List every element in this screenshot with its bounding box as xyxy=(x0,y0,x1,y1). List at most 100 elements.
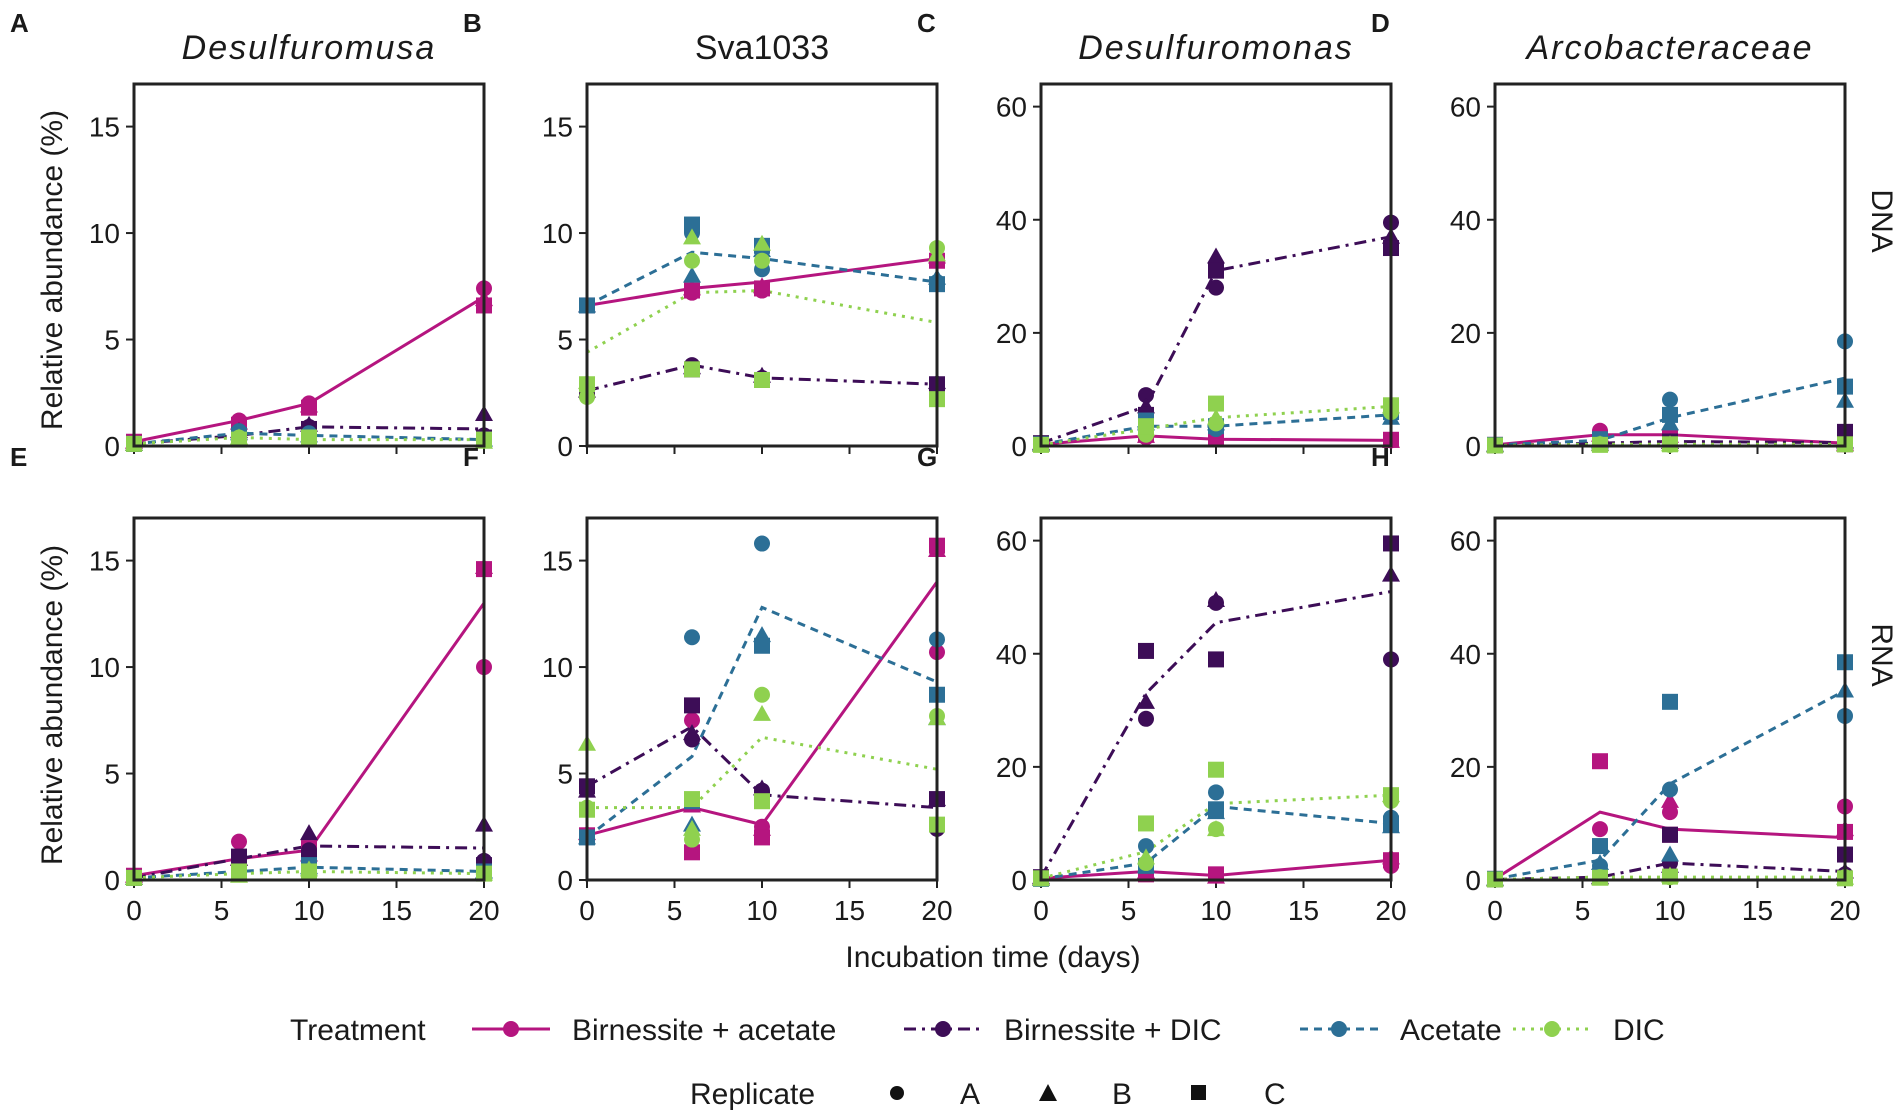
x-tick-label: 10 xyxy=(746,895,777,926)
x-tick-label: 0 xyxy=(1487,895,1503,926)
data-point-dic-a xyxy=(754,252,770,269)
panel-letter: E xyxy=(10,442,27,472)
x-axis-label: Incubation time (days) xyxy=(845,941,1140,974)
data-point-dic-b xyxy=(753,234,771,251)
panels: A Desulfuromusa 0 5 10 15 B Sva1033 0 5 10 15 C Desul… xyxy=(10,8,1861,926)
data-point-birnessite-acetate-c xyxy=(754,280,770,297)
legend-replicate-a: A xyxy=(960,1078,980,1111)
data-point-dic-c xyxy=(754,793,770,810)
panel-f: F 0 5 10 15 0 5 10 15 20 xyxy=(463,442,953,926)
data-point-birnessite-acetate-a xyxy=(231,833,247,850)
legend-replicate-title: Replicate xyxy=(690,1078,815,1111)
y-tick-label: 40 xyxy=(1450,205,1481,236)
data-point-birnessite-acetate-c xyxy=(754,829,770,846)
data-point-birnessite-dic-c xyxy=(1662,826,1678,843)
y-tick-label: 0 xyxy=(1011,865,1027,896)
row-label-rna: RNA xyxy=(1865,623,1898,686)
series-line-dic xyxy=(1494,875,1845,881)
y-tick-label: 10 xyxy=(89,218,120,249)
data-point-dic-c xyxy=(684,791,700,808)
y-tick-label: 10 xyxy=(542,652,573,683)
x-tick-label: 10 xyxy=(1654,895,1685,926)
data-point-acetate-b xyxy=(683,266,701,283)
series-line-birnessite-dic xyxy=(586,363,938,393)
y-tick-label: 0 xyxy=(1465,865,1481,896)
x-tick-label: 20 xyxy=(468,895,499,926)
y-tick-label: 60 xyxy=(996,526,1027,557)
data-point-birnessite-acetate-a xyxy=(1662,804,1678,821)
panel-frame xyxy=(1039,516,1393,882)
data-point-dic-c xyxy=(231,431,247,448)
panel-letter: D xyxy=(1371,8,1390,38)
x-tick-label: 5 xyxy=(214,895,230,926)
data-point-acetate-a xyxy=(1662,781,1678,798)
panel-frame xyxy=(132,82,486,448)
series-line-birnessite-acetate xyxy=(1040,858,1392,880)
series-line-birnessite-acetate xyxy=(133,295,485,444)
series-line-birnessite-dic xyxy=(1039,590,1392,878)
legend-marker-birnessite-dic xyxy=(935,1021,951,1037)
x-tick-label: 5 xyxy=(667,895,683,926)
series-line-birnessite-dic xyxy=(1494,861,1846,881)
legend-shape-circle xyxy=(890,1086,904,1100)
series-line-birnessite-dic xyxy=(586,724,938,810)
panel-letter: B xyxy=(463,8,482,38)
x-tick-label: 15 xyxy=(834,895,865,926)
data-point-acetate-a xyxy=(1662,391,1678,408)
data-point-acetate-c xyxy=(1662,406,1678,423)
x-tick-label: 20 xyxy=(1375,895,1406,926)
series-line-acetate xyxy=(1494,376,1846,447)
series-line-acetate xyxy=(586,605,938,839)
data-point-dic-a xyxy=(754,686,770,703)
data-point-birnessite-dic-b xyxy=(683,724,701,741)
panel-letter: F xyxy=(463,442,479,472)
panel-frame xyxy=(1039,82,1393,448)
y-tick-label: 15 xyxy=(89,112,120,143)
panel-frame xyxy=(1493,82,1847,448)
panel-e: E 0 5 10 15 0 5 10 15 20 xyxy=(10,442,500,926)
legend-shape-square xyxy=(1191,1085,1206,1100)
y-tick-label: 60 xyxy=(1450,92,1481,123)
y-tick-label: 0 xyxy=(1465,431,1481,462)
x-tick-label: 5 xyxy=(1121,895,1137,926)
x-tick-label: 15 xyxy=(1742,895,1773,926)
panel-letter: C xyxy=(917,8,936,38)
data-point-dic-c xyxy=(301,429,317,446)
row-label-dna: DNA xyxy=(1865,189,1898,252)
data-point-birnessite-dic-c xyxy=(1138,642,1154,659)
legend-marker-dic xyxy=(1544,1021,1560,1037)
x-tick-label: 0 xyxy=(1033,895,1049,926)
panel-letter: H xyxy=(1371,442,1390,472)
legend-label-acetate: Acetate xyxy=(1400,1014,1502,1047)
panel-title: Sva1033 xyxy=(695,29,829,67)
y-tick-label: 20 xyxy=(1450,318,1481,349)
y-tick-label: 15 xyxy=(542,112,573,143)
legend-label-birnessite-acetate: Birnessite + acetate xyxy=(572,1014,836,1047)
y-tick-label: 20 xyxy=(996,318,1027,349)
panel-title: Arcobacteraceae xyxy=(1524,29,1813,67)
x-tick-label: 15 xyxy=(381,895,412,926)
data-point-birnessite-acetate-a xyxy=(1592,821,1608,838)
data-point-birnessite-dic-b xyxy=(300,824,318,841)
data-point-birnessite-dic-c xyxy=(684,697,700,714)
data-point-birnessite-dic-b xyxy=(1137,692,1155,709)
data-point-dic-c xyxy=(754,371,770,388)
y-tick-label: 5 xyxy=(557,759,573,790)
data-point-acetate-c xyxy=(1592,838,1608,855)
y-tick-label: 40 xyxy=(996,639,1027,670)
panel-frame xyxy=(585,82,939,448)
data-point-acetate-a xyxy=(1208,784,1224,801)
data-point-acetate-b xyxy=(1661,845,1679,862)
data-point-acetate-a xyxy=(684,629,700,646)
x-tick-label: 0 xyxy=(126,895,142,926)
x-tick-label: 20 xyxy=(1829,895,1860,926)
panel-title: Desulfuromusa xyxy=(182,29,437,67)
data-point-birnessite-dic-b xyxy=(1207,247,1225,264)
y-tick-label: 40 xyxy=(996,205,1027,236)
data-point-birnessite-dic-a xyxy=(1138,387,1154,404)
y-tick-label: 60 xyxy=(1450,526,1481,557)
legend-shape-triangle xyxy=(1039,1084,1057,1101)
y-tick-label: 0 xyxy=(557,431,573,462)
data-point-dic-c xyxy=(301,863,317,880)
